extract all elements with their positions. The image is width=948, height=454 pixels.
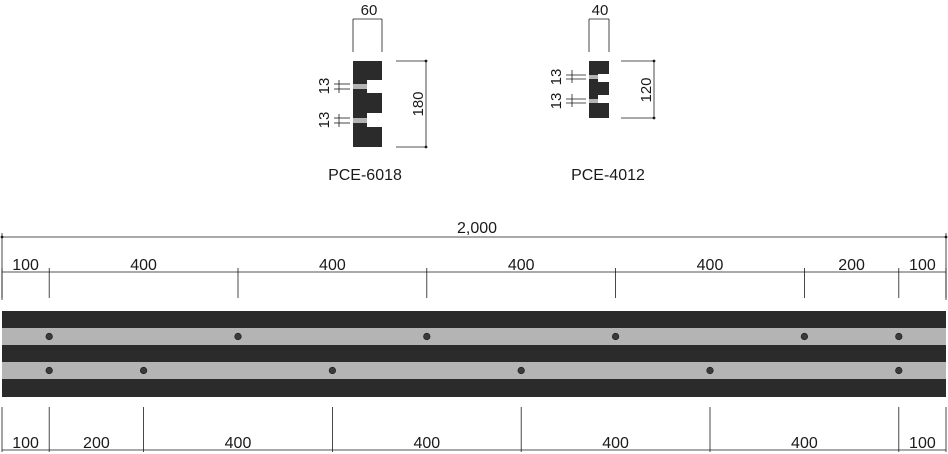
pce-4012-height-tick-top	[652, 59, 656, 63]
bottom-row-holes	[45, 366, 903, 375]
top-spacing-hole	[800, 332, 809, 341]
bottom-spacing-label: 400	[413, 435, 440, 452]
rail-elevation: 2,000 100 400 400 400 400 200 100 100 200 400 400…	[0, 220, 948, 452]
rail-stripe-dark-2	[2, 345, 946, 362]
bottom-spacing-hole	[517, 366, 525, 375]
bottom-spacing-hole	[328, 366, 337, 375]
pce-6018-slot1-label: 13	[316, 78, 333, 95]
bottom-spacing-dimensions: 100 200 400 400 400 400 100	[1, 407, 947, 452]
pce-4012-section	[589, 61, 609, 118]
bottom-spacing-label: 400	[791, 435, 818, 452]
bottom-spacing-label: 100	[909, 435, 936, 452]
pce-6018-slot2-label: 13	[316, 112, 333, 129]
bottom-spacing-label: 400	[602, 435, 629, 452]
pce-6018-height-tick-bottom	[424, 145, 428, 149]
bottom-spacing-label: 400	[225, 435, 252, 452]
bottom-spacing-hole	[895, 366, 903, 375]
top-spacing-hole	[895, 332, 903, 341]
pce-4012-name: PCE-4012	[571, 167, 645, 184]
rail-stripe-dark-1	[2, 311, 946, 328]
bottom-spacing-hole	[140, 366, 148, 375]
pce-4012-width-label: 40	[592, 2, 609, 19]
top-spacing-label: 400	[130, 257, 157, 274]
pce-6018-name: PCE-6018	[328, 167, 402, 184]
rail-stripe-dark-3	[2, 379, 946, 397]
profile-pce-6018: 60 180 13 13 PCE-6018	[316, 2, 428, 184]
top-spacing-hole	[45, 332, 53, 341]
pce-6018-height-label: 180	[410, 91, 427, 116]
pce-6018-insert-bottom	[353, 118, 367, 123]
pce-6018-width-label: 60	[361, 2, 378, 19]
bottom-spacing-label: 100	[12, 435, 39, 452]
pce-6018-section	[353, 61, 382, 147]
top-spacing-dimensions: 100 400 400 400 400 200 100	[1, 257, 947, 298]
pce-4012-slot2-label: 13	[548, 93, 565, 110]
top-spacing-hole	[611, 332, 620, 341]
pce-4012-slot1-label: 13	[548, 69, 565, 86]
rail-total-length-label: 2,000	[457, 220, 497, 237]
pce-4012-height-tick-bottom	[652, 116, 656, 120]
rail-stripe-gray-1	[2, 328, 946, 345]
pce-6018-height-tick-top	[424, 59, 428, 63]
pce-4012-insert-top	[589, 75, 598, 79]
rail-total-tick-left	[0, 235, 4, 239]
top-spacing-hole	[423, 332, 431, 341]
top-spacing-label: 100	[12, 257, 39, 274]
pce-6018-insert-top	[353, 84, 367, 89]
rail-stripe-gray-2	[2, 362, 946, 379]
bottom-spacing-hole	[45, 366, 53, 375]
top-spacing-label: 400	[697, 257, 724, 274]
bottom-spacing-hole	[706, 366, 714, 375]
bottom-spacing-label: 200	[83, 435, 110, 452]
profile-pce-4012: 40 120 13 13 PCE-4012	[548, 2, 656, 184]
pce-4012-height-label: 120	[638, 77, 655, 102]
top-spacing-hole	[234, 332, 242, 341]
top-spacing-label: 400	[508, 257, 535, 274]
pce-4012-insert-bottom	[589, 99, 598, 103]
top-spacing-label: 400	[319, 257, 346, 274]
top-spacing-label: 100	[909, 257, 936, 274]
rail-total-tick-right	[944, 235, 948, 239]
top-row-holes	[45, 332, 903, 341]
top-spacing-label: 200	[838, 257, 865, 274]
